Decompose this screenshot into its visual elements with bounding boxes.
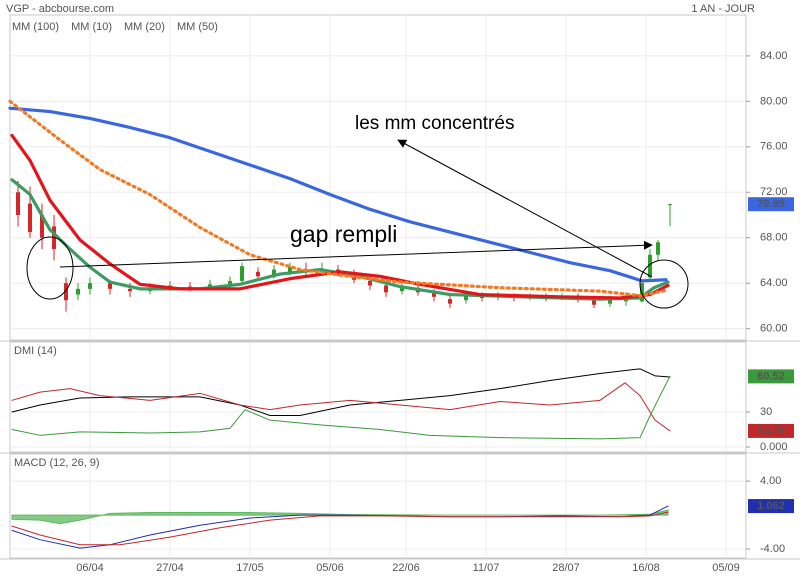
candle-body (108, 283, 112, 289)
series-line (11, 382, 671, 432)
series-line (8, 106, 668, 283)
candle-body (464, 295, 468, 301)
x-tick-label: 28/07 (552, 562, 580, 574)
y-tick-label: 80.00 (760, 95, 788, 107)
candle-body (608, 299, 612, 304)
panel-frame (9, 453, 747, 559)
circle (26, 236, 74, 300)
candle-body (188, 286, 192, 288)
candle-body (400, 287, 404, 292)
candle-body (28, 203, 32, 233)
candle-body (592, 300, 596, 305)
candle-body (432, 292, 436, 297)
legend-entry: MM (50) (177, 21, 218, 33)
x-tick-label: 06/04 (76, 562, 104, 574)
candle-body (64, 283, 68, 301)
x-tick-label: 11/07 (473, 562, 500, 574)
annotation: les mm concentrés (355, 113, 514, 134)
annotations: les mm concentrés gap rempli (26, 113, 689, 309)
y-tick-label: 0.000 (760, 441, 788, 453)
x-tick-label: 16/08 (632, 562, 660, 574)
panel-frame (9, 341, 747, 453)
candle-body (640, 283, 644, 302)
candle-body (240, 266, 244, 281)
y-tick-label: 30 (760, 406, 772, 418)
chart-title: VGP - abcbourse.com (6, 3, 114, 15)
last-value-label: 60.52 (757, 370, 785, 382)
x-tick-label: 27/04 (156, 562, 184, 574)
y-tick-label: 64.00 (760, 277, 788, 289)
panel-title: DMI (14) (14, 345, 57, 357)
legend-entry: MM (10) (71, 21, 112, 33)
candle-body (448, 299, 452, 304)
last-value-box (748, 197, 794, 212)
candle-body (76, 288, 80, 295)
candle-body (288, 267, 292, 272)
y-tick-label: 76.00 (760, 141, 788, 153)
panel-title: MACD (12, 26, 9) (14, 457, 100, 469)
candle-body (272, 269, 276, 277)
last-value-box (748, 499, 794, 514)
series-line (11, 375, 671, 440)
last-value-label: 1.062 (757, 500, 785, 512)
last-value-label: 70.95 (757, 198, 785, 210)
last-value-label: 13.78 (757, 425, 785, 437)
y-tick-label: 84.00 (760, 50, 788, 62)
series-line (8, 99, 670, 298)
annotation: gap rempli (290, 221, 397, 247)
panel-frame (9, 14, 747, 341)
chart-subtitle: 1 AN - JOUR (691, 3, 755, 15)
last-value-box (748, 369, 794, 384)
candle-body (16, 192, 20, 215)
candle-body (128, 288, 132, 292)
circle (639, 259, 689, 309)
candle-body (208, 284, 212, 288)
x-tick-label: 17/05 (236, 562, 264, 574)
legend-entry: MM (20) (124, 21, 165, 33)
candle-body (656, 242, 660, 255)
candle-body (648, 254, 652, 278)
y-tick-label: -4.00 (760, 543, 785, 555)
candle-body (228, 280, 232, 285)
candle-body (88, 283, 92, 289)
series-line (11, 511, 669, 546)
arrow (397, 139, 653, 278)
series-line (10, 133, 670, 300)
x-tick-label: 05/09 (712, 562, 740, 574)
candle-body (668, 204, 672, 206)
last-value-box (748, 423, 794, 438)
histogram-area (11, 509, 669, 525)
y-tick-label: 4.00 (760, 475, 781, 487)
y-tick-label: 72.00 (760, 186, 788, 198)
x-tick-label: 05/06 (316, 562, 344, 574)
candle-body (256, 271, 260, 277)
y-tick-label: 68.00 (760, 232, 788, 244)
candle-body (368, 280, 372, 286)
candle-body (384, 285, 388, 293)
legend-entry: MM (100) (12, 21, 59, 33)
arrow (59, 240, 653, 268)
y-tick-label: 60.00 (760, 323, 788, 335)
candle-body (40, 215, 44, 238)
x-tick-label: 22/06 (392, 562, 420, 574)
